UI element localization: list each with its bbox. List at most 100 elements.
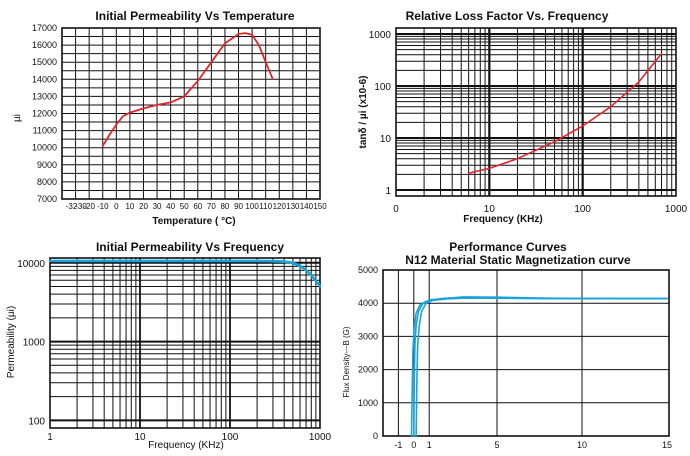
chart2-x-axis-label: Frequency (KHz) xyxy=(463,214,542,225)
chart2-frame xyxy=(395,27,677,197)
chart2-grid xyxy=(396,28,676,196)
chart3-y-tick: 100 xyxy=(28,416,45,427)
chart1-x-tick: -30 xyxy=(75,202,87,211)
chart4-x-tick: 1 xyxy=(427,440,432,450)
chart1-x-tick-labels: -32-30-20 -10 0 10 20 30 40 50 60 70 80 90 100 110 120… xyxy=(66,202,327,211)
chart3-x-axis-label: Frequency (KHz) xyxy=(148,440,224,451)
chart3-grid xyxy=(50,258,320,428)
chart3-x-tick: 100 xyxy=(222,432,239,443)
chart1-x-tick: 50 xyxy=(180,202,189,211)
chart1-x-tick: 0 xyxy=(114,202,119,211)
chart4-y-tick: 0 xyxy=(373,431,378,441)
chart4-y-tick: 4000 xyxy=(358,298,378,308)
chart4-x-tick: 0 xyxy=(411,440,416,450)
chart4-y-axis-label: Flux Density---B (G) xyxy=(342,326,351,397)
chart1-x-tick: 10 xyxy=(125,202,134,211)
chart4-title: Performance Curves xyxy=(449,240,567,254)
chart1-x-tick: 130 xyxy=(286,202,300,211)
chart4-y-tick: 1000 xyxy=(358,398,378,408)
chart3-x-tick: 10 xyxy=(134,432,146,443)
chart4-series-line xyxy=(410,296,668,437)
chart3-x-tick: 1000 xyxy=(309,432,332,443)
chart1-x-tick: 110 xyxy=(259,202,272,211)
chart1-y-tick-labels: 7000 8000 9000 10000 11000 12000 13000 14000 150… xyxy=(32,23,57,204)
chart1-x-tick: -32 xyxy=(66,202,78,211)
chart1-x-tick: 80 xyxy=(220,202,229,211)
chart1-y-tick: 11000 xyxy=(33,126,57,136)
chart2-series-line xyxy=(467,52,663,174)
chart1-x-tick: 100 xyxy=(245,202,259,211)
chart1-y-tick: 7000 xyxy=(37,194,57,204)
chart1-y-tick: 16000 xyxy=(32,40,57,50)
chart4-x-tick: 15 xyxy=(662,440,672,450)
chart1-x-tick: 60 xyxy=(193,202,202,211)
chart2-y-axis-label: tanδ / µi (x10-6) xyxy=(358,76,369,149)
chart1-series-line xyxy=(101,32,274,147)
chart4-x-tick: 5 xyxy=(494,440,499,450)
chart4-x-tick: -1 xyxy=(394,440,402,450)
chart2-y-tick: 10 xyxy=(380,134,392,145)
chart1-y-tick: 9000 xyxy=(37,160,57,170)
chart1-x-tick: 150 xyxy=(313,202,327,211)
chart1-x-tick: 140 xyxy=(300,202,314,211)
chart2-x-tick: 10 xyxy=(484,204,496,215)
chart1-x-tick: 40 xyxy=(166,202,175,211)
chart1-y-tick: 12000 xyxy=(32,109,57,119)
chart3-series-line xyxy=(49,260,321,288)
chart2-title: Relative Loss Factor Vs. Frequency xyxy=(406,9,609,23)
chart1-frame xyxy=(61,27,321,200)
chart4-series-line xyxy=(412,296,668,437)
chart1-grid xyxy=(62,28,320,199)
chart4-y-tick-labels: 0 1000 2000 3000 4000 5000 xyxy=(358,265,378,441)
chart3-title: Initial Permeability Vs Frequency xyxy=(96,240,284,254)
chart1-y-axis-label: µi xyxy=(12,114,23,122)
chart1-y-tick: 10000 xyxy=(32,143,57,153)
chart3-x-tick: 1 xyxy=(47,432,53,443)
chart2-series xyxy=(467,52,663,174)
chart1-x-tick: -10 xyxy=(97,202,109,211)
chart3-x-tick-labels: 1 10 100 1000 xyxy=(47,432,331,443)
chart-permeability-vs-frequency: Initial Permeability Vs Frequency 100100… xyxy=(6,240,332,451)
chart1-x-tick: -20 xyxy=(83,202,95,211)
chart3-series xyxy=(49,259,321,288)
chart3-series-line xyxy=(49,259,321,287)
chart4-y-tick: 3000 xyxy=(358,331,378,341)
chart1-y-tick: 13000 xyxy=(32,91,57,101)
chart1-x-tick: 70 xyxy=(207,202,216,211)
chart3-y-tick: 1000 xyxy=(23,338,46,349)
chart3-frame xyxy=(49,257,321,429)
chart1-x-tick: 120 xyxy=(273,202,287,211)
chart1-x-tick: 90 xyxy=(234,202,243,211)
chart4-frame xyxy=(382,269,670,437)
chart2-y-tick-labels: 1 10 100 1000 xyxy=(369,30,392,197)
chart4-y-tick: 2000 xyxy=(358,365,378,375)
chart1-x-tick: 20 xyxy=(139,202,148,211)
chart2-x-tick: 100 xyxy=(574,204,591,215)
chart2-y-tick: 1 xyxy=(385,186,391,197)
chart1-y-tick: 17000 xyxy=(32,23,57,33)
chart4-subtitle: N12 Material Static Magnetization curve xyxy=(405,253,631,267)
chart2-x-tick: 0 xyxy=(393,204,399,215)
chart1-y-tick: 14000 xyxy=(32,74,57,84)
chart1-x-axis-label: Temperature ( °C) xyxy=(152,216,235,227)
chart4-x-tick: 10 xyxy=(577,440,587,450)
chart1-x-tick: 30 xyxy=(153,202,162,211)
chart3-y-tick: 10000 xyxy=(17,259,45,270)
chart4-grid xyxy=(383,270,669,436)
chart4-series-line xyxy=(415,297,668,437)
chart1-title: Initial Permeability Vs Temperature xyxy=(95,9,295,23)
chart-permeability-vs-temperature: Initial Permeability Vs Temperature 7000… xyxy=(12,9,327,227)
chart3-y-tick-labels: 100 1000 10000 xyxy=(17,259,45,428)
chart1-series xyxy=(101,32,274,147)
chart1-y-tick: 15000 xyxy=(32,57,57,67)
chart4-series xyxy=(410,296,668,437)
chart2-x-tick: 1000 xyxy=(665,204,688,215)
chart1-y-tick: 8000 xyxy=(37,177,57,187)
chart2-x-tick-labels: 0 10 100 1000 xyxy=(393,204,687,215)
chart4-y-tick: 5000 xyxy=(358,265,378,275)
chart2-y-tick: 1000 xyxy=(369,30,392,41)
chart-loss-factor-vs-frequency: Relative Loss Factor Vs. Frequency 1 10 10… xyxy=(358,9,688,225)
chart2-y-tick: 100 xyxy=(374,82,391,93)
chart-magnetization-curve: Performance Curves N12 Material Static M… xyxy=(342,240,672,450)
